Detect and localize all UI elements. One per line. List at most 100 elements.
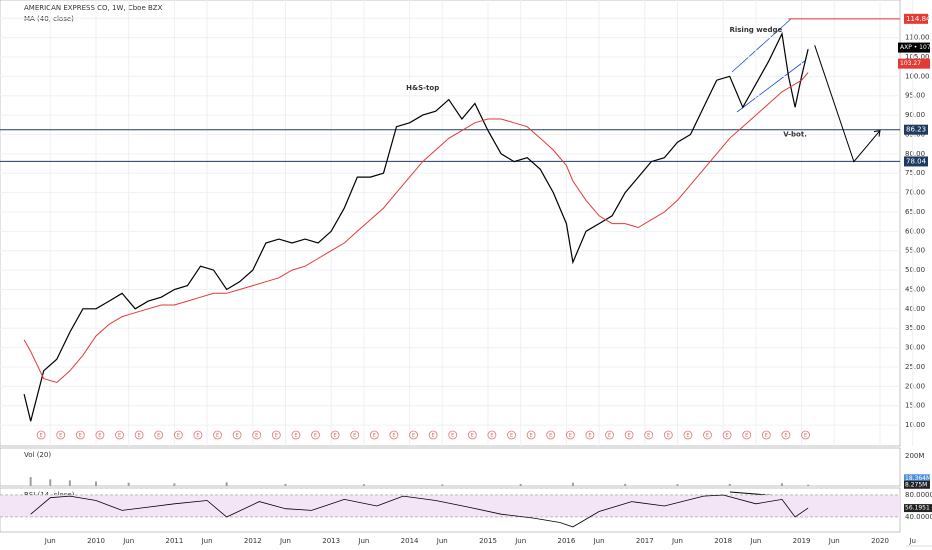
y-tick-label: 55.00	[905, 247, 925, 255]
earnings-icon	[134, 430, 144, 440]
earnings-label: E	[157, 433, 160, 439]
y-tick-label: 15.00	[905, 402, 925, 410]
price-tag	[898, 58, 930, 69]
earnings-label: E	[451, 433, 454, 439]
earnings-label: E	[59, 433, 62, 439]
earnings-label: E	[118, 433, 121, 439]
series-line	[23, 72, 809, 384]
price-tag-label: 103.27	[900, 60, 921, 67]
volume-bar	[571, 482, 574, 486]
earnings-icon	[213, 430, 222, 440]
rsi-tag-label: 56.1951	[905, 505, 930, 512]
volume-bar	[173, 483, 176, 486]
ma-legend: MA (40, close)	[24, 15, 74, 23]
volume-bar	[362, 484, 365, 486]
earnings-label: E	[706, 433, 709, 439]
earnings-icon	[409, 430, 418, 440]
x-tick-label: Jun	[279, 537, 291, 545]
earnings-icon	[624, 430, 634, 440]
volume-tag-label: 18.364M	[905, 475, 931, 482]
volume-bar	[284, 483, 287, 486]
earnings-icon	[546, 430, 556, 440]
level-tag-label: 78.04	[906, 157, 927, 165]
earnings-label: E	[392, 433, 395, 439]
volume-bar	[49, 479, 52, 486]
earnings-label: E	[294, 433, 297, 439]
x-tick-label: Jun	[44, 537, 56, 545]
earnings-label: E	[588, 433, 591, 439]
x-tick-label: Jun	[828, 537, 840, 545]
x-tick-label: 2015	[479, 537, 497, 545]
annotation: V-bot.	[783, 130, 807, 138]
y-tick-label: 50.00	[905, 266, 925, 274]
earnings-label: E	[40, 433, 43, 439]
volume-bar	[781, 483, 783, 486]
earnings-label: E	[314, 433, 317, 439]
volume-bar	[728, 483, 731, 486]
y-tick-label: 35.00	[905, 324, 925, 332]
x-tick-label: Jun	[671, 537, 683, 545]
rsi-tick-label: 40.0000	[905, 513, 932, 521]
y-tick-label: 75.00	[905, 169, 925, 177]
x-tick-label: Jun	[436, 537, 448, 545]
y-tick-label: 105.00	[905, 53, 930, 61]
volume-tag-label: 8.275M	[905, 481, 927, 488]
earnings-label: E	[765, 433, 768, 439]
earnings-label: E	[667, 433, 670, 439]
y-tick-label: 95.00	[905, 92, 925, 100]
earnings-icon	[761, 430, 771, 440]
x-tick-label: 2010	[87, 537, 105, 545]
earnings-icon	[271, 430, 281, 440]
y-tick-label: 110.00	[905, 34, 930, 42]
y-tick-label: 10.00	[905, 421, 925, 429]
earnings-icon	[173, 430, 183, 440]
x-tick-label: Jun	[593, 537, 605, 545]
earnings-icon	[801, 430, 810, 440]
earnings-label: E	[196, 433, 199, 439]
earnings-icon	[291, 430, 301, 440]
earnings-icon	[507, 430, 516, 440]
volume-legend: Vol (20)	[24, 451, 51, 459]
y-tick-label: 80.00	[905, 150, 925, 158]
annotation: H&S-top	[406, 84, 439, 92]
wedge-bottom	[736, 59, 807, 113]
volume-bar	[127, 482, 130, 486]
earnings-icon	[683, 430, 693, 440]
earnings-icon	[95, 430, 105, 440]
earnings-label: E	[79, 433, 82, 439]
x-tick-label: 2014	[401, 537, 419, 545]
earnings-label: E	[275, 433, 278, 439]
y-tick-label: 90.00	[905, 111, 925, 119]
earnings-label: E	[647, 433, 650, 439]
earnings-icon	[487, 430, 497, 440]
x-tick-label: Ju	[908, 537, 916, 545]
volume-bar	[225, 482, 228, 486]
level-tag	[904, 156, 928, 167]
earnings-label: E	[804, 433, 807, 439]
volume-bar	[441, 484, 444, 486]
y-tick-label: 25.00	[905, 363, 925, 371]
x-tick-label: Jun	[514, 537, 526, 545]
x-tick-label: Jun	[201, 537, 213, 545]
earnings-icon	[232, 430, 242, 440]
x-tick-label: Jun	[122, 537, 134, 545]
earnings-icon	[526, 430, 536, 440]
earnings-icon	[75, 430, 85, 440]
earnings-icon	[330, 430, 340, 440]
y-tick-label: 60.00	[905, 227, 925, 235]
wedge-top	[731, 17, 793, 73]
rsi-tag	[904, 504, 932, 513]
earnings-icon	[369, 430, 379, 440]
x-tick-label: 2016	[557, 537, 575, 545]
earnings-label: E	[98, 433, 101, 439]
volume-tick-label: 200M	[905, 452, 924, 460]
earnings-icon	[722, 430, 732, 440]
y-tick-label: 65.00	[905, 208, 925, 216]
earnings-icon	[467, 430, 477, 440]
rsi-line	[30, 494, 809, 528]
earnings-label: E	[177, 433, 180, 439]
resistance-tag	[904, 13, 928, 24]
earnings-icon	[154, 430, 164, 440]
